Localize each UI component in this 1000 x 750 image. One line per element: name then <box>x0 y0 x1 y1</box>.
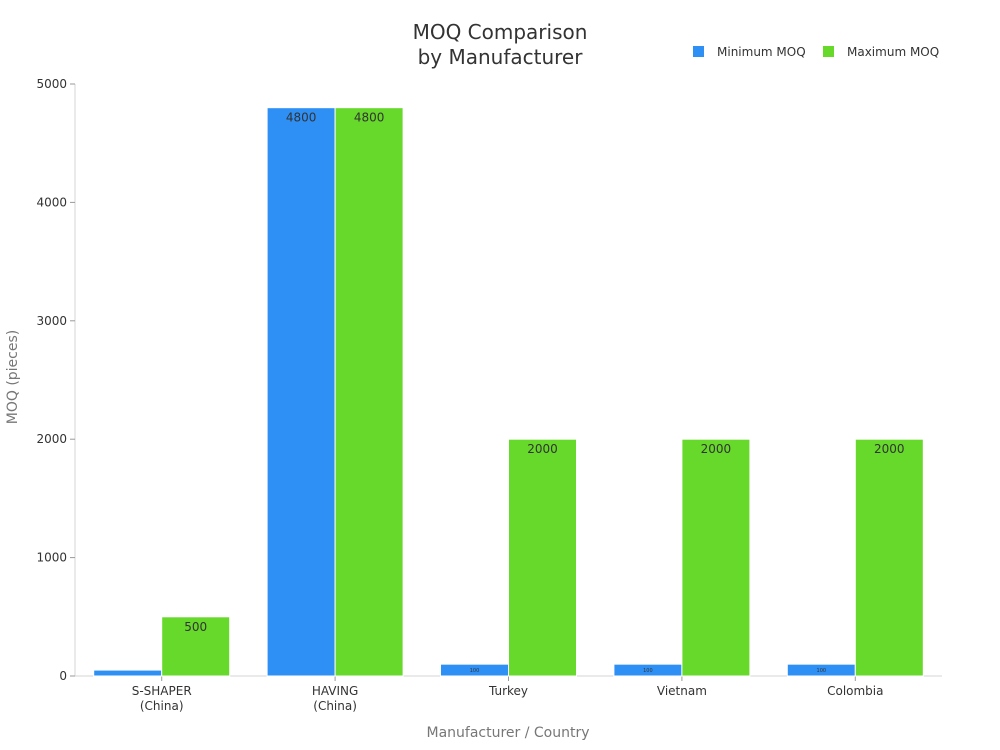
x-axis-title: Manufacturer / Country <box>426 725 589 741</box>
chart-title-line-2: by Manufacturer <box>418 45 584 69</box>
x-axis: S-SHAPER(China)HAVING(China)Turkey Vietna… <box>75 675 942 713</box>
y-axis: 0 1000 2000 3000 4000 5000 <box>36 77 76 683</box>
y-tick-label: 3000 <box>36 314 67 328</box>
bar-maximum-moq <box>681 438 751 677</box>
x-tick-label: Vietnam <box>657 684 707 698</box>
bar-value-label: 2000 <box>527 442 558 456</box>
x-tick-label: (China) <box>313 699 357 713</box>
bar-value-label: 2000 <box>874 442 905 456</box>
bar-minimum-moq <box>266 107 336 677</box>
bar-value-label: 4800 <box>354 111 385 125</box>
bar-labels: 500 4800 4800 100 2000 100 2000 100 2000 <box>184 111 904 674</box>
bar-maximum-moq <box>508 438 577 677</box>
y-tick-label: 5000 <box>36 77 67 91</box>
x-tick-label: Colombia <box>827 684 883 698</box>
x-tick-label: S-SHAPER <box>132 684 192 698</box>
bar-value-label: 500 <box>184 620 207 634</box>
bar-maximum-moq <box>334 107 404 677</box>
bar-value-label: 4800 <box>286 111 317 125</box>
bar-value-label: 2000 <box>701 442 732 456</box>
y-tick-label: 2000 <box>36 432 67 446</box>
bar-maximum-moq <box>854 438 924 677</box>
bar-value-label: 100 <box>817 668 827 674</box>
legend-label-maximum-moq: Maximum MOQ <box>847 45 939 59</box>
y-tick-label: 4000 <box>36 195 67 209</box>
legend-swatch-maximum-moq <box>823 46 834 57</box>
bars <box>93 107 924 677</box>
x-tick-label: (China) <box>140 699 184 713</box>
legend: Minimum MOQ Maximum MOQ <box>693 45 939 59</box>
bar-value-label: 100 <box>470 668 480 674</box>
chart-title-line-1: MOQ Comparison <box>413 20 588 44</box>
x-tick-label: Turkey <box>488 684 528 698</box>
y-tick-label: 0 <box>59 669 67 683</box>
x-tick-label: HAVING <box>312 684 359 698</box>
legend-label-minimum-moq: Minimum MOQ <box>717 45 806 59</box>
legend-swatch-minimum-moq <box>693 46 704 57</box>
bar-value-label: 100 <box>643 668 653 674</box>
y-tick-label: 1000 <box>36 551 67 565</box>
bar-minimum-moq <box>93 669 163 677</box>
y-axis-title: MOQ (pieces) <box>5 330 21 425</box>
bar-maximum-moq <box>161 616 231 677</box>
